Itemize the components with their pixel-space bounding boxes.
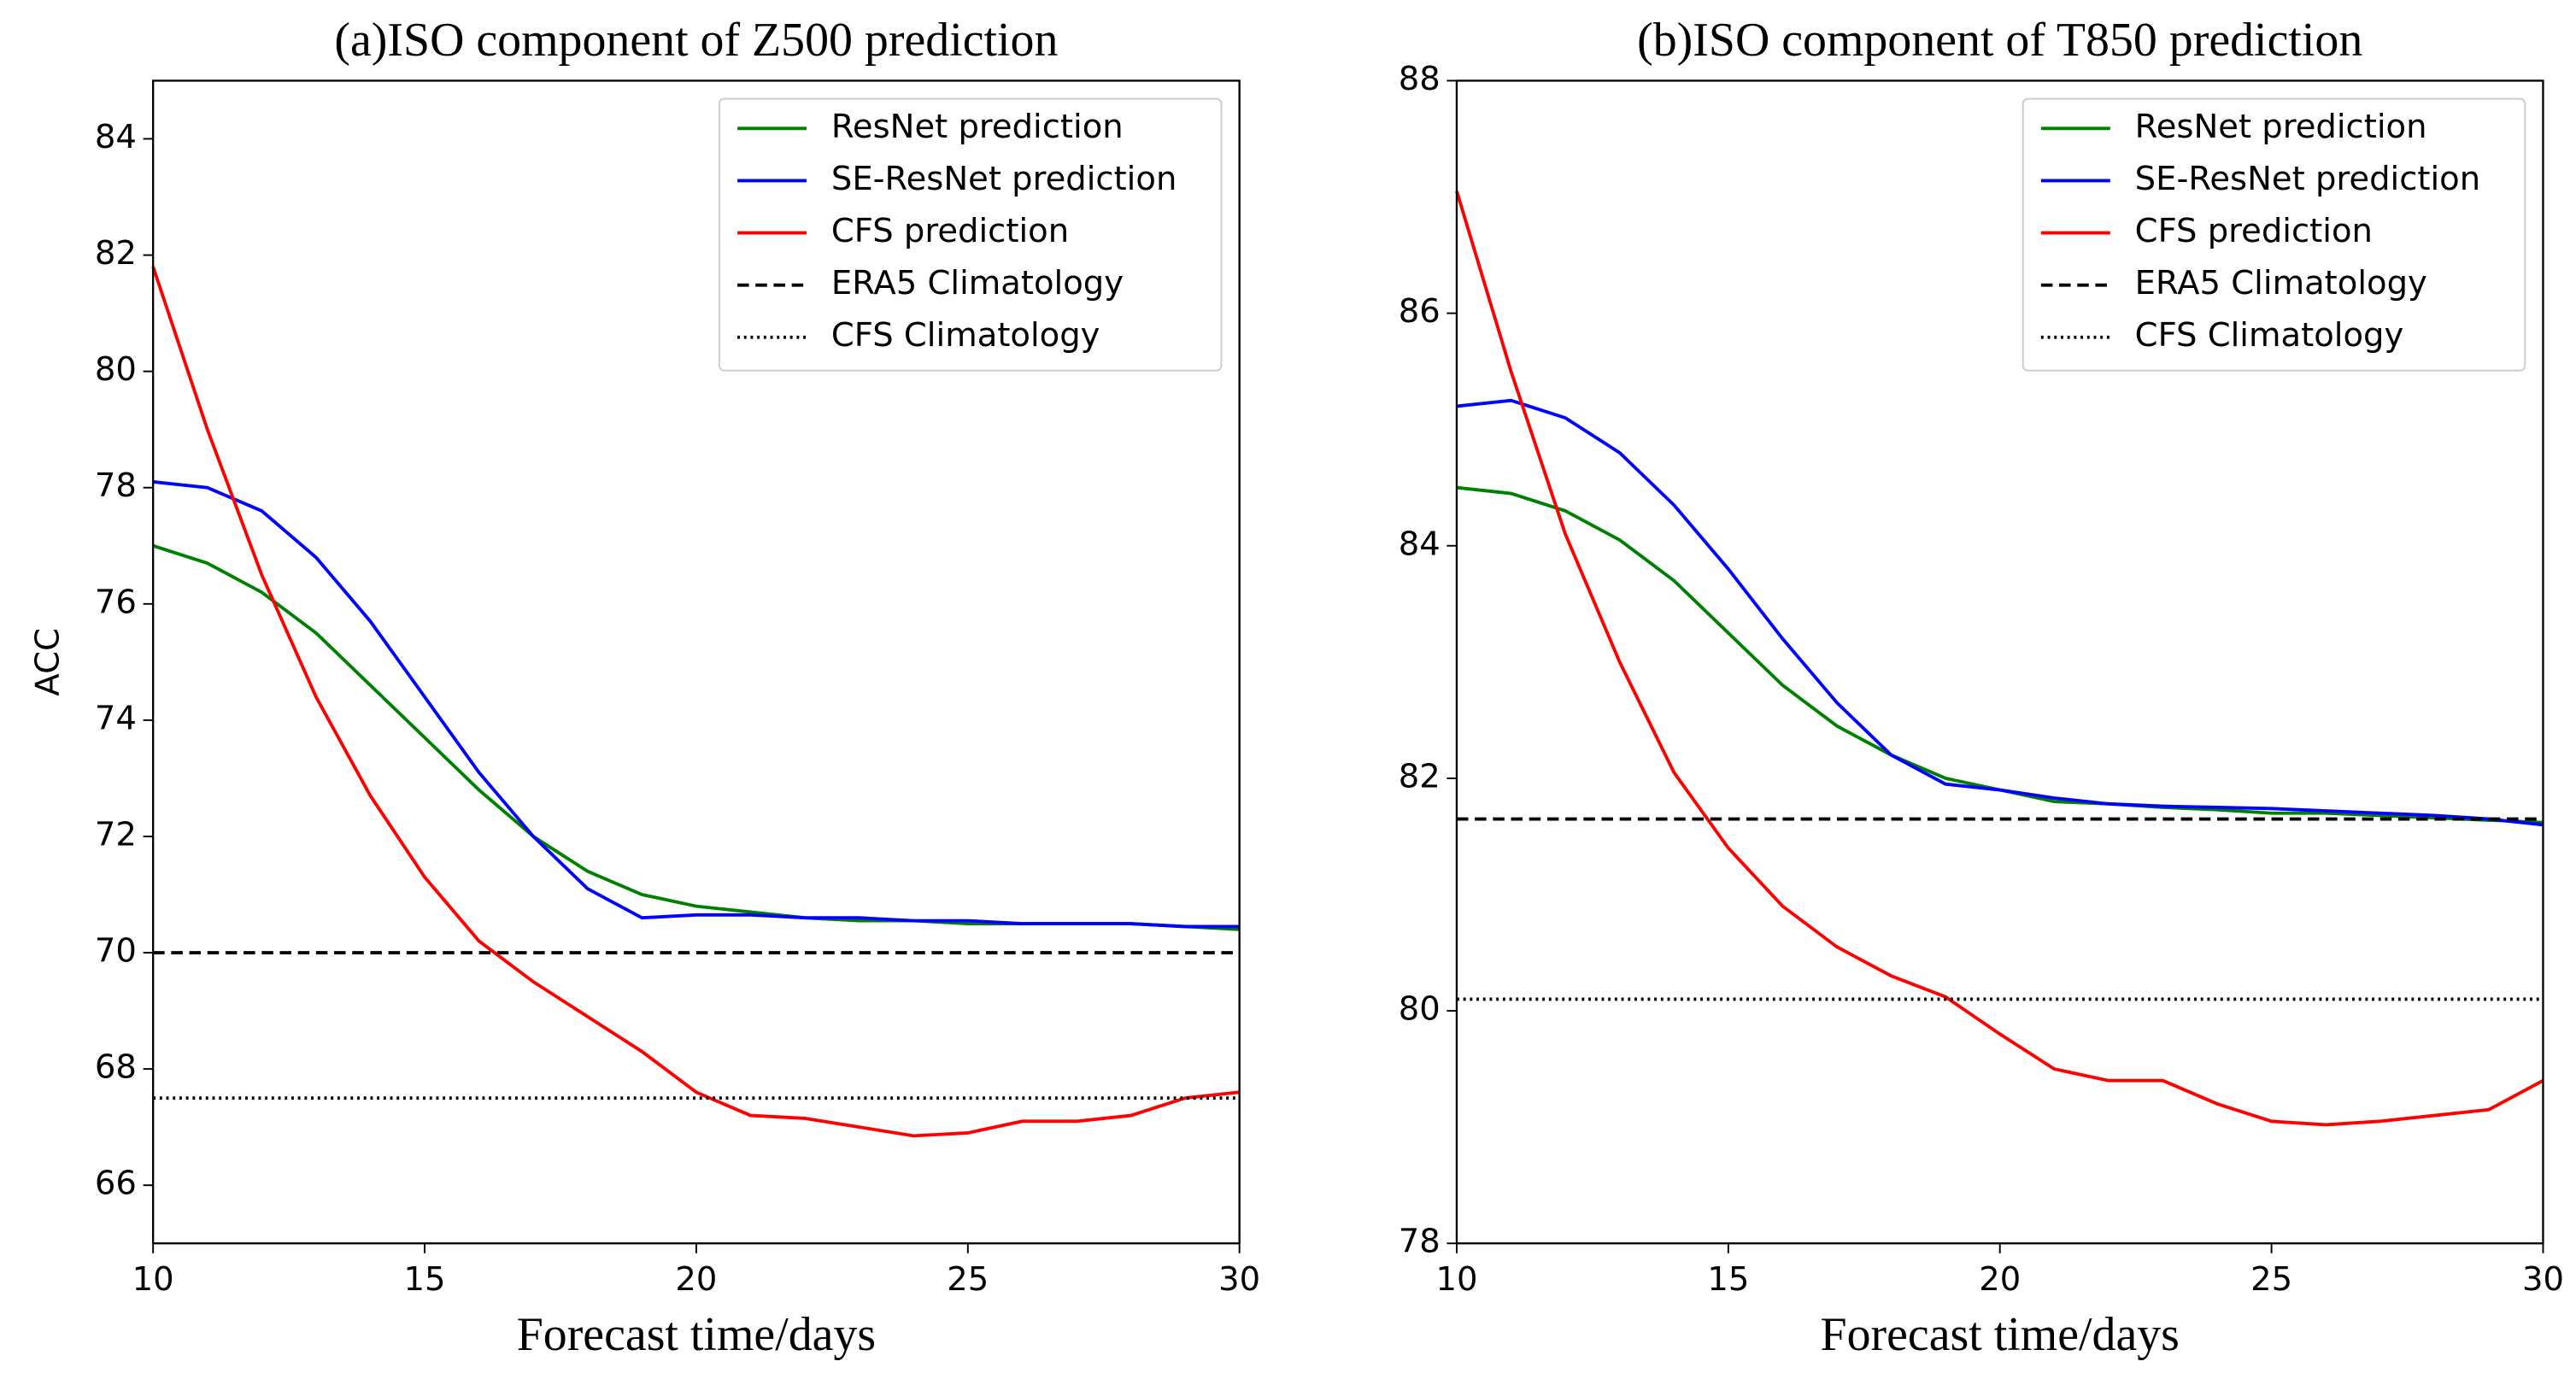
series-line [1456,485,2544,825]
y-tick-label: 70 [95,932,137,971]
legend-label: CFS Climatology [2135,316,2404,355]
legend-label: CFS prediction [2135,212,2373,250]
series-line [1456,398,2544,827]
x-tick-label: 15 [404,1260,446,1299]
x-tick-label: 30 [1218,1260,1260,1299]
x-tick-label: 10 [132,1260,174,1299]
series-line [151,266,1240,1138]
y-tick-label: 80 [1399,990,1441,1029]
series-line [152,543,1240,931]
legend-label: CFS Climatology [831,316,1100,355]
legend-box [2021,97,2526,372]
plot-frame [152,79,1241,1245]
y-axis-label: ACC [28,628,67,695]
series-line [152,480,1240,929]
y-tick-label: 84 [1399,525,1441,563]
chart-title: (a)ISO component of Z500 prediction [334,14,1058,67]
x-axis-label: Forecast time/days [517,1308,876,1361]
y-tick-label: 88 [1399,60,1441,98]
y-tick-label: 78 [1399,1223,1441,1261]
x-tick-label: 25 [2250,1260,2292,1299]
y-tick-label: 72 [95,815,137,854]
plot-frame [1455,79,2544,1245]
x-tick-label: 15 [1707,1260,1749,1299]
x-tick-label: 10 [1435,1260,1477,1299]
legend-label: SE-ResNet prediction [831,160,1177,198]
legend-label: ERA5 Climatology [2135,264,2427,302]
x-tick-label: 30 [2522,1260,2564,1299]
x-tick-label: 20 [675,1260,717,1299]
series-line [1455,191,2544,1127]
y-tick-label: 68 [95,1048,137,1087]
y-tick-label: 76 [95,583,137,621]
legend-label: ERA5 Climatology [831,264,1124,302]
y-tick-label: 66 [95,1165,137,1203]
x-tick-label: 20 [1979,1260,2021,1299]
y-tick-label: 84 [95,118,137,156]
y-tick-label: 82 [1399,757,1441,795]
x-tick-label: 25 [947,1260,989,1299]
y-tick-label: 74 [95,699,137,737]
y-tick-label: 78 [95,467,137,505]
y-tick-label: 80 [95,350,137,389]
chart-title: (b)ISO component of T850 prediction [1637,14,2362,67]
legend-label: SE-ResNet prediction [2135,160,2480,198]
y-tick-label: 82 [95,234,137,273]
legend-label: CFS prediction [831,212,1069,250]
legend-box [718,97,1223,372]
legend-label: ResNet prediction [2135,108,2427,146]
x-axis-label: Forecast time/days [1821,1308,2180,1361]
legend-label: ResNet prediction [831,108,1124,146]
y-tick-label: 86 [1399,292,1441,331]
